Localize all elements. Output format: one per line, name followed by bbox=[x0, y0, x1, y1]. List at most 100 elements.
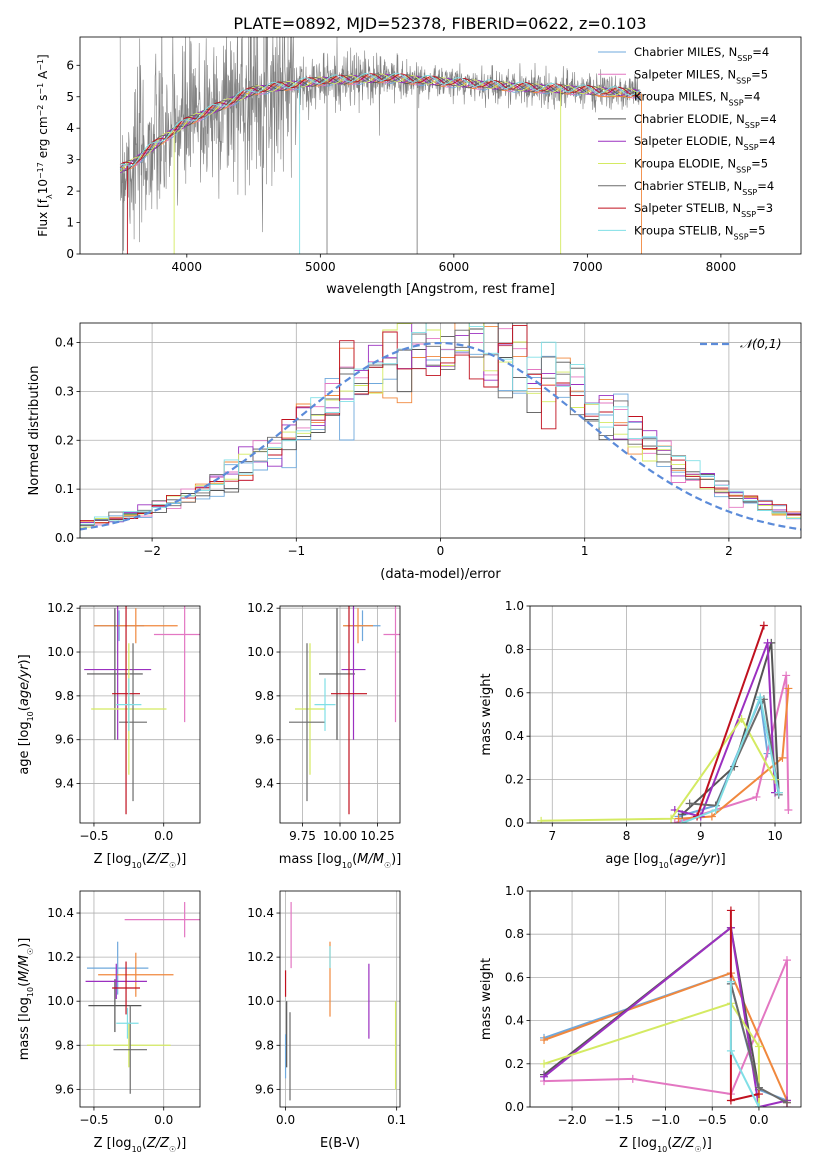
legend: Chabrier MILES, NSSP=4 Salpeter MILES, NS… bbox=[598, 45, 777, 241]
y-tick-label: 10.2 bbox=[247, 950, 274, 964]
panel-residuals: −2 −1 0 1 2 0.0 0.1 0.2 0.3 0.4 (data-model)/error… bbox=[27, 322, 802, 582]
mass-weight-marker bbox=[726, 1096, 735, 1105]
mass-weight-marker bbox=[707, 812, 716, 821]
mass-weight-marker bbox=[711, 805, 720, 814]
y-tick-label: 10.4 bbox=[47, 906, 74, 920]
y-tick-label: 1.0 bbox=[505, 599, 524, 613]
y-tick-label: 0.3 bbox=[55, 384, 74, 398]
x-tick-label: −1 bbox=[287, 544, 305, 558]
mass-weight-marker bbox=[726, 906, 735, 915]
mass-weight-marker bbox=[754, 1103, 763, 1107]
y-tick-label: 0.2 bbox=[55, 433, 74, 447]
axes-frame bbox=[79, 36, 802, 255]
panel-age-vs-Z: −0.5 0.0 9.4 9.6 9.8 10.0 10.2 Z [log10(Z/Z☉)] a… bbox=[17, 601, 201, 870]
mass-weight-marker bbox=[540, 1072, 549, 1081]
y-tick-label: 9.8 bbox=[55, 689, 74, 703]
y-tick-label: 0.4 bbox=[55, 336, 74, 350]
y-axis-label: Normed distribution bbox=[27, 366, 42, 496]
y-tick-label: 10.0 bbox=[47, 994, 74, 1008]
y-tick-label: 1.0 bbox=[505, 884, 524, 898]
x-tick-label: −0.5 bbox=[79, 1113, 108, 1127]
y-tick-label: 9.4 bbox=[255, 777, 274, 791]
mass-weight-marker bbox=[537, 816, 546, 823]
mass-weight-marker bbox=[752, 792, 761, 801]
y-tick-label: 0.8 bbox=[505, 927, 524, 941]
mass-weight-marker bbox=[784, 684, 793, 693]
y-tick-label: 0.4 bbox=[505, 1014, 524, 1028]
y-tick-label: 10.0 bbox=[247, 645, 274, 659]
x-tick-label: −2.0 bbox=[557, 1113, 586, 1127]
mass-weight-line bbox=[696, 625, 765, 817]
y-tick-label: 10.2 bbox=[47, 601, 74, 615]
mass-weight-marker bbox=[756, 693, 765, 702]
x-tick-label: 1 bbox=[581, 544, 589, 558]
x-tick-label: 6000 bbox=[439, 260, 470, 274]
legend-label: 𝒩(0,1) bbox=[740, 336, 782, 351]
x-tick-label: −0.5 bbox=[698, 1113, 727, 1127]
x-axis-label: E(B-V) bbox=[320, 1136, 360, 1151]
legend-label: Chabrier STELIB, NSSP=4 bbox=[634, 179, 774, 197]
mass-weight-marker bbox=[782, 1098, 791, 1107]
y-tick-label: 0.2 bbox=[505, 773, 524, 787]
y-tick-label: 0.0 bbox=[505, 816, 524, 830]
y-tick-label: 10.2 bbox=[247, 601, 274, 615]
figure-title: PLATE=0892, MJD=52378, FIBERID=0622, z=0… bbox=[233, 14, 646, 33]
plot-area bbox=[119, 37, 642, 254]
mass-weight-line bbox=[543, 925, 788, 1107]
y-tick-label: 10.4 bbox=[247, 906, 274, 920]
mass-weight-marker bbox=[540, 1036, 549, 1045]
y-tick-label: 9.8 bbox=[255, 689, 274, 703]
x-axis-label: (data-model)/error bbox=[380, 567, 501, 582]
mass-weight-marker bbox=[726, 1046, 735, 1055]
x-axis-label: age [log10(age/yr)] bbox=[605, 852, 725, 870]
y-tick-label: 0 bbox=[66, 247, 74, 261]
y-tick-label: 0.6 bbox=[505, 970, 524, 984]
axes-frame bbox=[79, 890, 201, 1108]
x-tick-label: −0.5 bbox=[79, 829, 108, 843]
model-spectrum-line bbox=[120, 75, 641, 170]
panel-mass-vs-Z: −0.5 0.0 9.6 9.8 10.0 10.2 10.4 Z [log10(Z/Z☉)]… bbox=[17, 890, 201, 1154]
mass-weight-line bbox=[543, 925, 760, 1090]
y-tick-label: 0.0 bbox=[505, 1100, 524, 1114]
x-axis-label: Z [log10(Z/Z☉)] bbox=[619, 1136, 712, 1154]
panel-spectrum: 4000 5000 6000 7000 8000 0 1 2 3 4 5 6 wavelength [A… bbox=[36, 36, 802, 297]
x-tick-label: −2 bbox=[143, 544, 161, 558]
y-axis-label: mass [log10(M/M☉)] bbox=[17, 938, 35, 1061]
mass-weight-line bbox=[541, 716, 776, 822]
mass-weight-marker bbox=[674, 814, 683, 823]
y-tick-label: 0.1 bbox=[55, 482, 74, 496]
axes-frame bbox=[79, 322, 802, 539]
axes-frame bbox=[529, 890, 802, 1108]
legend-label: Salpeter STELIB, NSSP=3 bbox=[634, 201, 773, 219]
x-tick-label: 0.0 bbox=[154, 1113, 173, 1127]
panel-weight-vs-age: 7 8 9 10 0.0 0.2 0.4 0.6 0.8 1.0 age [log10(age/yr… bbox=[479, 599, 802, 870]
mass-weight-marker bbox=[754, 1042, 763, 1051]
x-tick-label: 8000 bbox=[706, 260, 737, 274]
x-tick-label: 0.0 bbox=[276, 1113, 295, 1127]
y-tick-label: 6 bbox=[66, 58, 74, 72]
y-tick-label: 9.8 bbox=[55, 1038, 74, 1052]
panel-age-vs-mass: 9.75 10.00 10.25 9.4 9.6 9.8 10.0 10.2 mass [log… bbox=[247, 601, 402, 870]
y-tick-label: 9.8 bbox=[255, 1038, 274, 1052]
model-spectrum-line bbox=[119, 73, 641, 169]
x-tick-label: 0.0 bbox=[154, 829, 173, 843]
mass-weight-line bbox=[681, 693, 780, 823]
legend-label: Kroupa STELIB, NSSP=5 bbox=[634, 223, 765, 241]
y-tick-label: 9.6 bbox=[55, 733, 74, 747]
y-axis-label: mass weight bbox=[479, 673, 494, 755]
mass-weight-marker bbox=[737, 714, 746, 723]
plot-area bbox=[289, 606, 400, 815]
x-tick-label: 10.00 bbox=[323, 829, 357, 843]
mass-weight-marker bbox=[763, 638, 772, 647]
mass-weight-marker bbox=[678, 819, 687, 823]
x-axis-label: wavelength [Angstrom, rest frame] bbox=[326, 282, 555, 297]
legend-label: Kroupa MILES, NSSP=4 bbox=[634, 90, 760, 108]
x-axis-label: mass [log10(M/M☉)] bbox=[279, 852, 402, 870]
x-tick-label: 0.1 bbox=[387, 1113, 406, 1127]
x-tick-label: 10 bbox=[767, 829, 782, 843]
x-tick-label: 5000 bbox=[305, 260, 336, 274]
x-axis-label: Z [log10(Z/Z☉)] bbox=[94, 852, 187, 870]
y-tick-label: 9.6 bbox=[55, 1082, 74, 1096]
plot-area bbox=[540, 906, 791, 1107]
